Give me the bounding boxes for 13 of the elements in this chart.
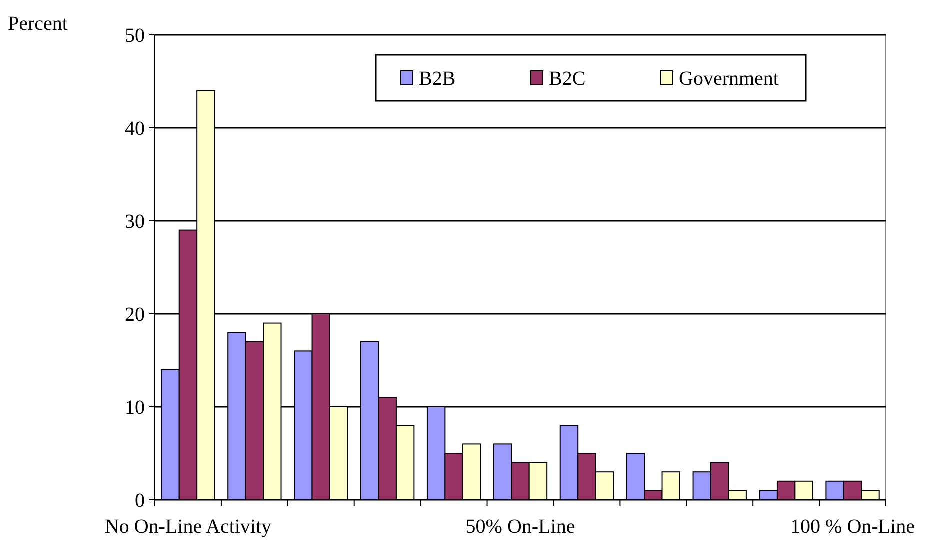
- x-tick-label: No On-Line Activity: [104, 516, 272, 538]
- y-tick-label: 40: [125, 118, 145, 140]
- legend-label: B2C: [549, 68, 586, 90]
- legend-label: B2B: [419, 68, 456, 90]
- y-tick-label: 0: [135, 490, 145, 512]
- x-tick-label: 100 % On-Line: [790, 516, 916, 538]
- y-tick-label: 30: [125, 211, 145, 233]
- y-tick-label: 50: [125, 25, 145, 47]
- y-tick-label: 10: [125, 397, 145, 419]
- y-axis-title: Percent: [8, 13, 68, 35]
- x-tick-label: 50% On-Line: [466, 516, 576, 538]
- y-tick-label: 20: [125, 304, 145, 326]
- legend-label: Government: [679, 68, 780, 90]
